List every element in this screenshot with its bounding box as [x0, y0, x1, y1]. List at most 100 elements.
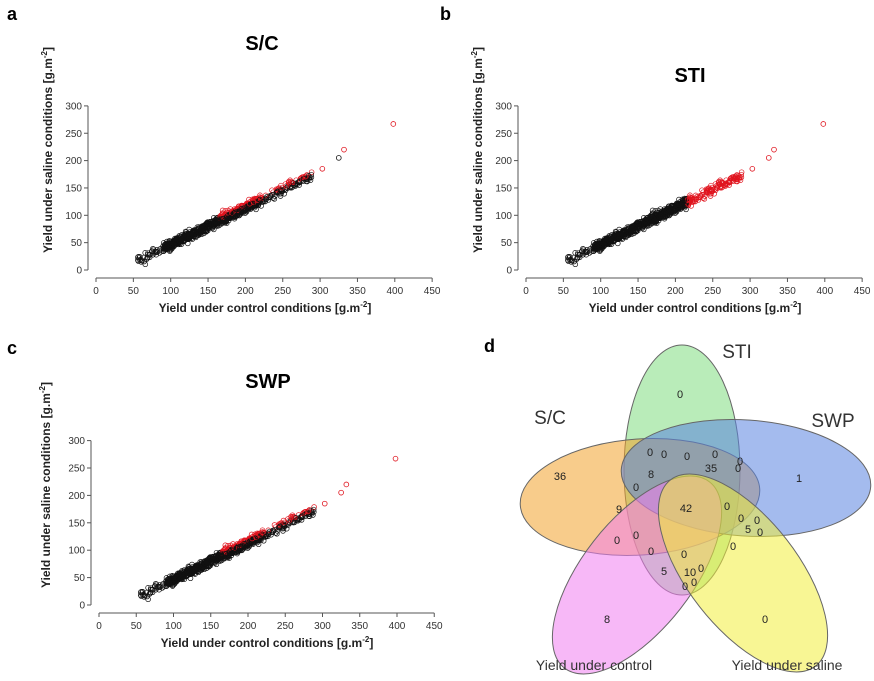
x-tick-label: 200	[237, 286, 254, 297]
data-point	[205, 222, 211, 228]
x-tick-label: 400	[816, 286, 833, 297]
data-point	[572, 261, 579, 268]
data-point	[176, 241, 182, 248]
y-tick-label: 100	[65, 211, 82, 222]
data-point	[231, 210, 238, 216]
data-point	[239, 208, 245, 214]
y-axis-label: Yield under saline conditions [g.m-2]	[470, 47, 485, 253]
venn-count: 0	[682, 581, 688, 593]
y-tick-label: 150	[68, 518, 85, 529]
x-tick-label: 150	[630, 286, 647, 297]
y-axis: 0 50 100 150 200 250 300	[68, 436, 92, 612]
venn-count: 0	[633, 482, 639, 494]
data-point	[590, 245, 597, 252]
scatter-panel-c: c 0 50 100 150 200 250 300 350 400 450 0 50 100 150 200…	[7, 338, 443, 650]
data-point	[302, 509, 308, 515]
x-axis-label: Yield under control conditions [g.m-2]	[161, 635, 374, 650]
data-point	[281, 519, 288, 526]
y-tick-label: 150	[65, 183, 82, 194]
venn-count: 0	[762, 614, 768, 626]
points	[565, 121, 827, 268]
data-point	[145, 254, 151, 261]
venn-count: 0	[647, 447, 653, 459]
data-point	[189, 567, 195, 574]
data-point	[567, 256, 574, 263]
data-point	[247, 201, 254, 207]
data-point	[635, 222, 641, 228]
data-point	[729, 174, 736, 180]
data-point	[230, 549, 236, 556]
data-point	[569, 257, 575, 264]
data-point	[299, 177, 305, 183]
x-axis: 0 50 100 150 200 250 300 350 400 450	[96, 612, 443, 632]
y-axis-label: Yield under saline conditions [g.m-2]	[40, 47, 55, 253]
data-point	[257, 192, 263, 199]
data-point	[268, 193, 274, 199]
data-point	[266, 531, 272, 537]
data-point	[151, 583, 158, 590]
venn-count: 42	[680, 503, 692, 515]
data-point	[627, 227, 633, 233]
data-point	[216, 552, 223, 559]
data-point	[184, 573, 190, 579]
x-tick-label: 300	[314, 621, 331, 632]
y-tick-label: 150	[495, 183, 512, 194]
data-point	[727, 175, 734, 182]
x-tick-label: 300	[312, 286, 329, 297]
x-tick-label: 200	[667, 286, 684, 297]
data-point	[338, 489, 344, 496]
data-point	[593, 244, 600, 250]
data-point	[321, 500, 328, 507]
venn-set-label: SWP	[811, 411, 854, 432]
panel-title: SWP	[245, 371, 291, 393]
y-tick-label: 250	[65, 129, 82, 140]
data-point	[205, 225, 212, 231]
data-point	[160, 245, 167, 252]
venn-count: 0	[614, 535, 620, 547]
data-point	[606, 241, 612, 248]
data-point	[677, 201, 684, 207]
data-point	[183, 573, 189, 580]
data-point	[597, 241, 604, 248]
x-tick-label: 150	[200, 286, 217, 297]
data-point	[186, 232, 193, 239]
data-point	[152, 580, 159, 587]
data-point	[297, 175, 304, 182]
y-tick-label: 300	[495, 101, 512, 112]
data-point	[305, 173, 312, 179]
data-point	[259, 531, 265, 538]
data-point	[241, 543, 248, 549]
data-point	[243, 204, 250, 210]
data-point	[296, 178, 302, 185]
data-point	[300, 510, 306, 517]
data-point	[264, 194, 270, 200]
venn-count: 0	[677, 389, 683, 401]
data-point	[590, 243, 596, 250]
data-point	[308, 507, 314, 514]
data-point	[227, 551, 233, 557]
data-point	[726, 178, 732, 185]
data-point	[308, 171, 314, 178]
data-point	[222, 542, 229, 549]
data-point	[219, 207, 226, 214]
venn-count: 0	[648, 546, 654, 558]
data-point	[207, 218, 213, 225]
venn-set-label: Yield under control	[536, 657, 652, 673]
data-point	[181, 238, 188, 244]
panel-title: S/C	[245, 33, 278, 55]
data-point	[738, 169, 745, 175]
data-point	[657, 214, 663, 221]
data-point	[578, 248, 585, 255]
data-point	[175, 570, 181, 577]
data-point	[269, 192, 275, 198]
data-point	[208, 560, 214, 566]
venn-count: 0	[698, 563, 704, 575]
y-axis: 0 50 100 150 200 250 300	[65, 101, 89, 277]
venn-count: 0	[738, 513, 744, 525]
panel-letter: c	[7, 338, 17, 358]
data-point	[610, 236, 616, 243]
data-point	[148, 248, 155, 255]
venn-count: 35	[705, 463, 717, 475]
x-tick-label: 400	[386, 286, 403, 297]
data-point	[139, 257, 145, 264]
